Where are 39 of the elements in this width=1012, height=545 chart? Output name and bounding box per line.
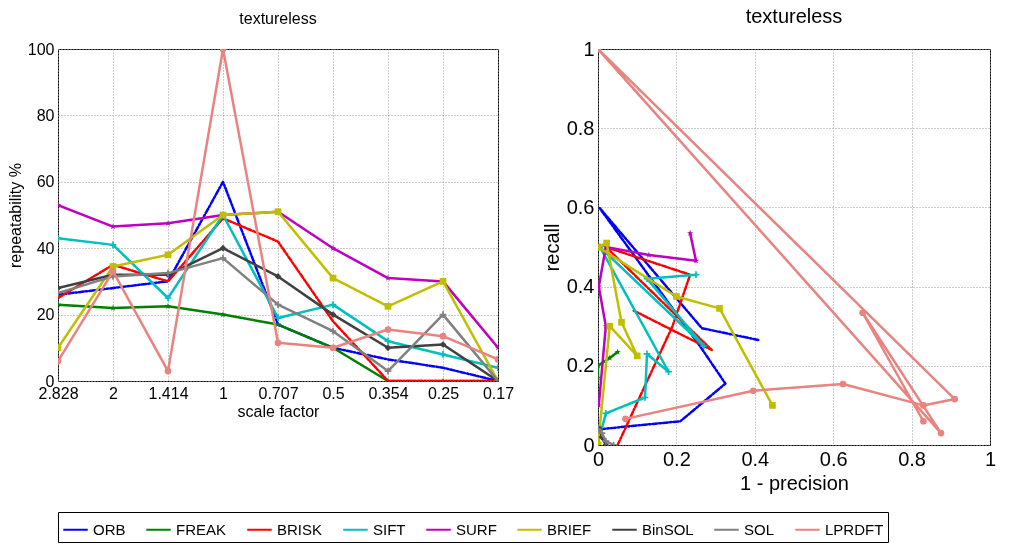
x-tick-label: 0.707 [258, 384, 299, 402]
y-tick-label: 0.4 [566, 275, 595, 298]
x-tick-label: 2 [109, 384, 119, 402]
y-tick-label: 60 [36, 173, 55, 191]
y-tick-label: 40 [36, 239, 55, 257]
y-axis-title: recall [540, 223, 563, 272]
legend-label: FREAK [176, 520, 227, 538]
y-axis-title: repeatability % [6, 163, 24, 268]
y-tick-label: 80 [36, 106, 55, 124]
y-tick-label: 0.8 [566, 116, 595, 139]
x-tick-label: 0.5 [322, 384, 345, 402]
legend-label: SURF [456, 520, 497, 538]
x-tick-label: 0.2 [662, 447, 691, 470]
legend-label: BRIEF [547, 520, 592, 538]
x-tick-label: 0.354 [368, 384, 409, 402]
legend-label: LPRDFT [825, 520, 884, 538]
y-tick-label: 0.6 [566, 195, 595, 218]
x-tick-label: 1.414 [148, 384, 189, 402]
chart-title: textureless [239, 10, 317, 27]
x-tick-label: 0.17 [482, 384, 515, 402]
legend-label: ORB [93, 520, 126, 538]
x-tick-label: 1 [219, 384, 229, 402]
legend-label: BRISK [277, 520, 323, 538]
x-tick-label: 0.8 [898, 447, 927, 470]
legend-label: SOL [744, 520, 775, 538]
y-tick-label: 1 [583, 37, 595, 60]
y-tick-label: 0.2 [566, 354, 595, 377]
x-tick-label: 0.25 [427, 384, 460, 402]
y-tick-label: 0 [583, 433, 595, 456]
x-tick-label: 0.4 [741, 447, 770, 470]
x-tick-label: 0.6 [819, 447, 848, 470]
legend-label: BinSOL [642, 520, 694, 538]
y-tick-label: 20 [36, 306, 55, 324]
chart-title: textureless [745, 5, 843, 27]
legend-label: SIFT [373, 520, 406, 538]
x-axis-title: scale factor [237, 402, 321, 420]
x-tick-label: 1 [984, 447, 997, 470]
x-axis-title: 1 - precision [740, 471, 849, 494]
y-tick-label: 100 [27, 40, 55, 58]
